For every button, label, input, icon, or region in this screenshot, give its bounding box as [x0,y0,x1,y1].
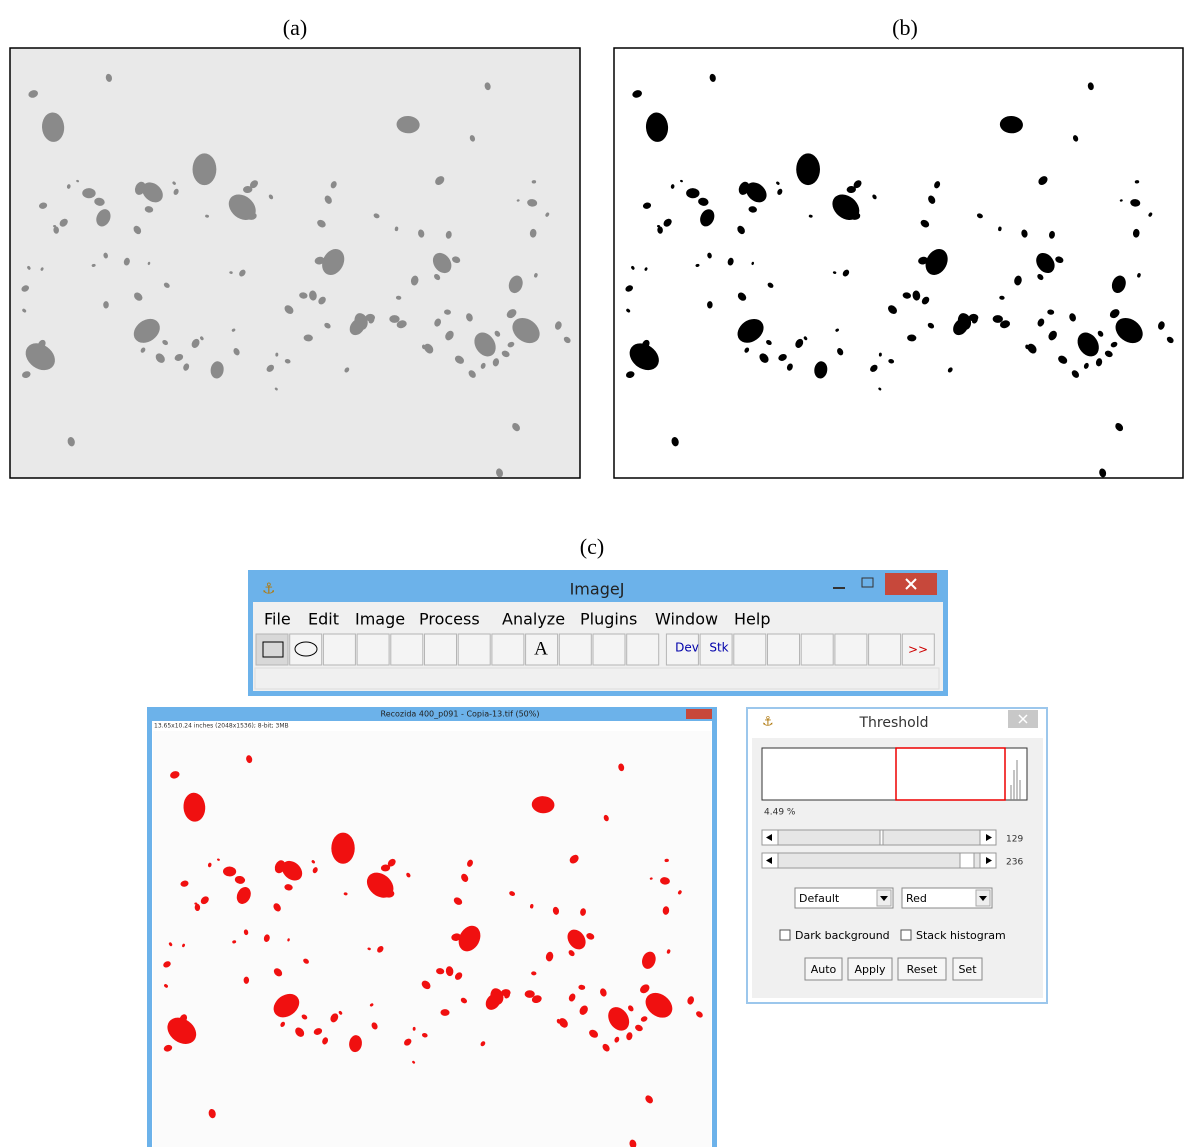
slider-thumb[interactable] [960,853,974,868]
button-label: Set [958,963,977,976]
menu-item[interactable]: Help [734,610,770,629]
panel-label: (b) [892,15,918,40]
checkbox-label: Dark background [795,929,890,942]
menu-item[interactable]: Process [419,610,480,629]
checkbox[interactable] [780,930,790,940]
mode-select[interactable]: Red [902,888,992,908]
tool-button[interactable] [492,634,524,665]
max-slider[interactable] [762,853,996,868]
window-title: Recozida 400_p091 - Copia-13.tif (50%) [381,710,540,719]
tool-button[interactable] [768,634,800,665]
min-value: 129 [1006,835,1023,845]
slider-track[interactable] [762,830,996,845]
tool-button[interactable] [357,634,389,665]
app-icon: ⚓ [262,580,275,598]
method-select[interactable]: Default [795,888,893,908]
tool-button[interactable] [458,634,490,665]
tool-button[interactable] [835,634,867,665]
status-bar [255,668,939,689]
min-slider[interactable] [762,830,996,845]
tool-label: >> [908,643,928,657]
tool-button[interactable] [869,634,901,665]
select-value: Default [799,892,840,905]
micrograph [10,48,580,478]
tool-button[interactable] [734,634,766,665]
tool-button[interactable] [593,634,625,665]
checkbox[interactable] [901,930,911,940]
tool-button[interactable] [425,634,457,665]
tool-button[interactable] [323,634,355,665]
menu-item[interactable]: Edit [308,610,339,629]
tool-label: A [534,638,548,659]
particle [389,315,399,323]
select-value: Red [906,892,927,905]
window-title: ImageJ [570,580,625,599]
menu-item[interactable]: Window [655,610,718,629]
tool-button[interactable] [801,634,833,665]
minimize-button[interactable] [833,587,845,589]
button-label: Auto [811,963,837,976]
button-label: Reset [907,963,938,976]
imagej-window: ImageJ ⚓ File Edit Image Process Analyze Plug… [248,570,948,696]
particle [796,153,820,185]
particle [193,153,217,185]
percent-label: 4.49 % [764,808,796,818]
tool-button[interactable] [391,634,423,665]
panel-label: (a) [283,15,307,40]
particle [993,315,1003,323]
threshold-window: ⚓ Threshold 4.49 % 129 236 Default [747,708,1047,1003]
panel-label: (c) [580,534,604,559]
window-title: Threshold [859,715,929,731]
figure: (a) (b) (c) ImageJ ⚓ File Edit Image Proces… [0,0,1184,1147]
close-button[interactable] [686,709,712,719]
menu-item[interactable]: Analyze [502,610,565,629]
particle [525,990,535,998]
histogram [762,748,1027,800]
slider-thumb[interactable] [880,830,883,845]
tool-button[interactable] [559,634,591,665]
button-label: Apply [854,963,886,976]
app-icon: ⚓ [762,715,774,730]
tool-button[interactable] [627,634,659,665]
tool-label: Stk [709,641,728,655]
particle [331,833,354,864]
thresholded-image [153,731,711,1147]
max-value: 236 [1006,858,1023,868]
checkbox-label: Stack histogram [916,929,1006,942]
tool-label: Dev [675,641,699,655]
menu-item[interactable]: Image [355,610,405,629]
menu-item[interactable]: File [264,610,291,629]
toolbar: A Dev Stk >> [256,634,934,665]
image-window: Recozida 400_p091 - Copia-13.tif (50%) 1… [147,707,717,1147]
menu-item[interactable]: Plugins [580,610,637,629]
binary-image [614,48,1183,478]
image-info: 13.65x10.24 inches (2048x1536); 8-bit; 3… [154,723,289,730]
